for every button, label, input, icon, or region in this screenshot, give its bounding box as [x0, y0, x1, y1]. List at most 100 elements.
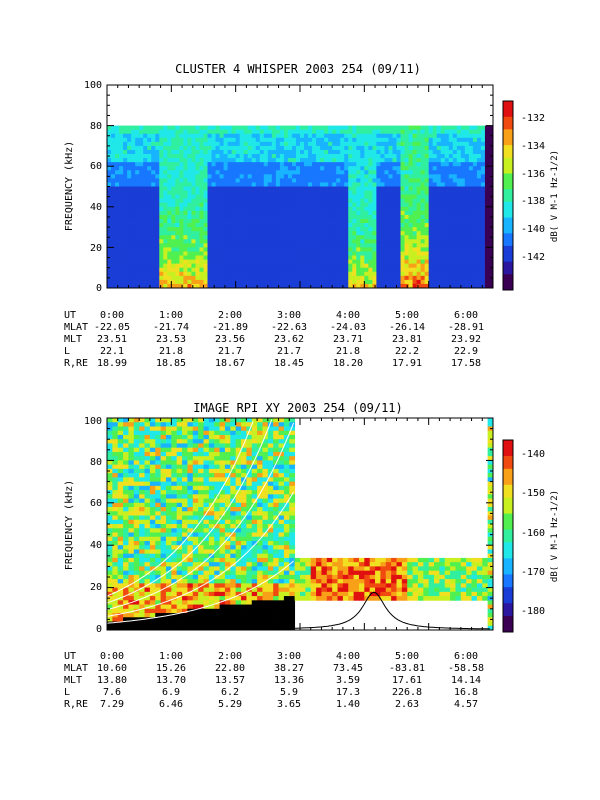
spectrogram-cell: [187, 557, 194, 563]
spectrogram-cell: [107, 166, 112, 171]
spectrogram-cell: [167, 214, 172, 220]
spectrogram-cell: [239, 162, 245, 167]
spectrogram-cell: [117, 443, 124, 449]
spectrogram-cell: [255, 206, 261, 212]
spectrogram-cell: [400, 255, 405, 260]
spectrogram-cell: [376, 178, 381, 183]
spectrogram-cell: [396, 194, 401, 200]
spectrogram-cell: [316, 162, 321, 167]
spectrogram-cell: [223, 259, 229, 265]
spectrogram-cell: [300, 178, 305, 183]
spectrogram-cell: [267, 283, 273, 289]
spectrogram-cell: [376, 137, 381, 143]
spectrogram-cell: [320, 125, 325, 131]
spectrogram-cell: [388, 206, 393, 212]
spectrogram-cell: [480, 145, 486, 151]
spectrogram-cell: [480, 170, 486, 175]
spectrogram-cell: [304, 239, 309, 244]
spectrogram-cell: [251, 186, 257, 191]
spectrogram-cell: [384, 162, 389, 167]
spectrogram-cell: [231, 279, 237, 285]
ephemeris-value: 21.8: [336, 346, 360, 357]
spectrogram-cell: [247, 141, 253, 147]
spectrogram-cell: [420, 271, 426, 277]
spectrogram-cell: [312, 182, 317, 187]
spectrogram-cell: [231, 255, 237, 260]
spectrogram-cell: [195, 162, 200, 167]
spectrogram-cell: [107, 485, 113, 491]
spectrogram-cell: [271, 267, 277, 273]
spectrogram-cell: [227, 227, 233, 232]
spectrogram-cell: [255, 214, 261, 220]
spectrogram-cell: [191, 223, 196, 228]
spectrogram-cell: [364, 141, 369, 147]
spectrogram-cell: [368, 283, 373, 289]
spectrogram-cell: [203, 418, 210, 423]
spectrogram-cell: [484, 174, 490, 179]
spectrogram-cell: [408, 206, 413, 212]
spectrogram-cell: [171, 162, 176, 167]
spectrogram-cell: [396, 141, 401, 147]
spectrogram-cell: [484, 283, 490, 289]
spectrogram-cell: [460, 125, 466, 131]
spectrogram-cell: [316, 154, 321, 159]
spectrogram-cell: [364, 198, 369, 204]
spectrogram-cell: [316, 251, 321, 256]
spectrogram-cell: [115, 186, 120, 191]
spectrogram-cell: [117, 434, 124, 440]
spectrogram-cell: [149, 553, 156, 559]
spectrogram-cell: [300, 141, 305, 147]
spectrogram-cell: [223, 202, 229, 208]
spectrogram-cell: [444, 255, 450, 260]
spectrogram-cell: [165, 443, 172, 449]
spectrogram-cell: [372, 251, 377, 256]
spectrogram-cell: [223, 141, 229, 147]
spectrogram-cell: [195, 255, 200, 260]
spectrogram-cell: [155, 553, 162, 559]
spectrogram-cell: [175, 174, 180, 179]
spectrogram-cell: [436, 149, 442, 155]
spectrogram-cell: [320, 271, 325, 277]
spectrogram-cell: [384, 206, 389, 212]
spectrogram-cell: [187, 255, 192, 260]
spectrogram-cell: [259, 162, 265, 167]
spectrogram-cell: [448, 182, 454, 187]
spectrogram-cell: [227, 133, 233, 139]
spectrogram-cell: [147, 235, 152, 240]
spectrogram-cell: [376, 218, 381, 224]
spectrogram-cell: [464, 125, 470, 131]
spectrogram-cell: [456, 223, 462, 228]
spectrogram-cell: [239, 243, 245, 248]
spectrogram-cell: [263, 251, 269, 256]
spectrogram-cell: [271, 198, 277, 204]
spectrogram-cell: [275, 178, 281, 183]
spectrogram-cell: [187, 447, 194, 453]
spectrogram-cell: [432, 178, 438, 183]
spectrogram-cell: [287, 170, 293, 175]
spectrogram-cell: [155, 490, 162, 495]
spectrogram-cell: [155, 202, 160, 208]
colorbar-swatch: [503, 242, 513, 247]
spectrogram-cell: [464, 271, 470, 277]
spectrogram-cell: [131, 125, 136, 131]
spectrogram-cell: [408, 243, 413, 248]
spectrogram-cell: [424, 137, 430, 143]
spectrogram-cell: [472, 133, 478, 139]
spectrogram-cell: [283, 137, 289, 143]
spectrogram-cell: [388, 231, 393, 236]
spectrogram-cell: [107, 271, 112, 277]
spectrogram-cell: [392, 186, 397, 191]
spectrogram-cell: [198, 608, 204, 614]
spectrogram-cell: [456, 154, 462, 159]
spectrogram-cell: [400, 170, 405, 175]
spectrogram-cell: [147, 279, 152, 285]
spectrogram-cell: [308, 227, 313, 232]
spectrogram-cell: [460, 239, 466, 244]
spectrogram-cell: [255, 263, 261, 269]
spectrogram-cell: [107, 591, 113, 597]
spectrogram-cell: [428, 137, 434, 143]
spectrogram-cell: [255, 170, 261, 175]
spectrogram-cell: [408, 182, 413, 187]
spectrogram-cell: [160, 498, 167, 504]
colorbar-swatch: [503, 264, 513, 269]
